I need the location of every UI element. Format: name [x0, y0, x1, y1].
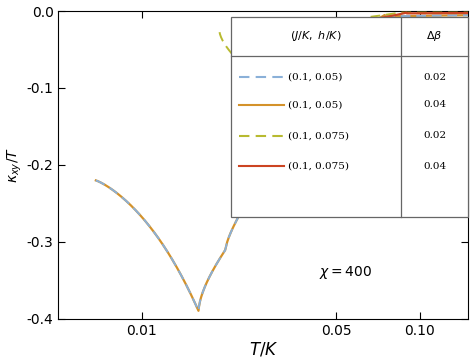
- X-axis label: $T/K$: $T/K$: [248, 340, 278, 359]
- Text: $\chi = 400$: $\chi = 400$: [319, 264, 372, 281]
- Text: (b): (b): [424, 20, 448, 37]
- Text: (0.1, 0.075): (0.1, 0.075): [288, 162, 349, 171]
- Text: (0.1, 0.05): (0.1, 0.05): [288, 100, 342, 110]
- Text: 0.02: 0.02: [423, 73, 446, 82]
- Y-axis label: $\kappa_{xy}/T$: $\kappa_{xy}/T$: [6, 147, 24, 183]
- Text: 0.02: 0.02: [423, 131, 446, 140]
- Text: 0.04: 0.04: [423, 162, 446, 171]
- Text: (0.1, 0.075): (0.1, 0.075): [288, 131, 349, 140]
- Text: (0.1, 0.05): (0.1, 0.05): [288, 73, 342, 82]
- Text: $\Delta\beta$: $\Delta\beta$: [427, 29, 443, 43]
- Text: $(J/K,\ h/K)$: $(J/K,\ h/K)$: [290, 29, 341, 43]
- Text: 0.04: 0.04: [423, 100, 446, 110]
